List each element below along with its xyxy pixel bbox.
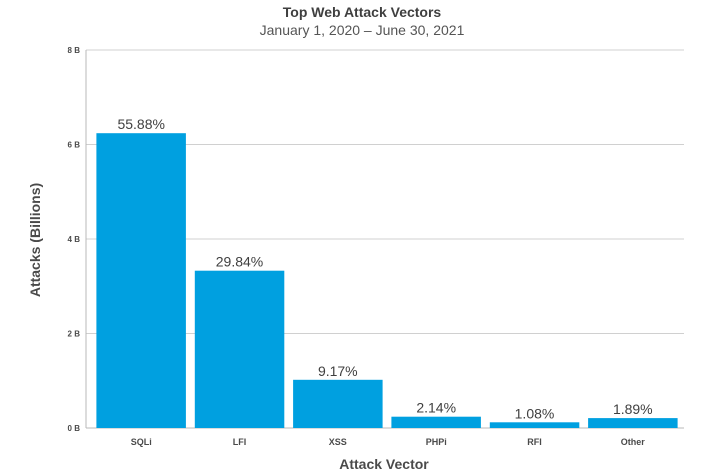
y-tick-label: 8 B [68, 46, 81, 55]
axes: 0 B 2 B 4 B 6 B 8 B SQLi LFI XSS PHPi RFI Other [68, 46, 684, 447]
data-label: 55.88% [117, 116, 164, 132]
x-axis-label: Attack Vector [339, 456, 429, 472]
x-tick-label: RFI [527, 437, 542, 447]
data-label: 2.14% [416, 400, 456, 416]
x-tick-label: Other [621, 437, 646, 447]
bar-other [588, 418, 678, 428]
x-tick-label: PHPi [426, 437, 447, 447]
y-tick-label: 2 B [68, 330, 81, 339]
data-label: 1.08% [515, 405, 555, 421]
x-tick-label: XSS [329, 437, 347, 447]
bar-rfi [489, 422, 580, 428]
x-tick-label: LFI [233, 437, 247, 447]
chart-title: Top Web Attack Vectors [283, 4, 442, 20]
bar-xss [293, 379, 383, 428]
data-labels: 55.88% 29.84% 9.17% 2.14% 1.08% 1.89% [117, 116, 652, 421]
y-tick-label: 0 B [68, 424, 81, 433]
chart-subtitle: January 1, 2020 – June 30, 2021 [260, 22, 465, 38]
x-tick-label: SQLi [131, 437, 152, 447]
data-label: 1.89% [613, 401, 653, 417]
data-label: 29.84% [216, 254, 263, 270]
y-tick-label: 4 B [68, 235, 81, 244]
bar-phpi [391, 416, 481, 428]
data-label: 9.17% [318, 363, 358, 379]
y-axis-label: Attacks (Billions) [27, 183, 43, 297]
bar-sqli [96, 133, 186, 428]
y-tick-label: 6 B [68, 141, 81, 150]
bars [96, 133, 678, 428]
bar-lfi [194, 270, 285, 428]
